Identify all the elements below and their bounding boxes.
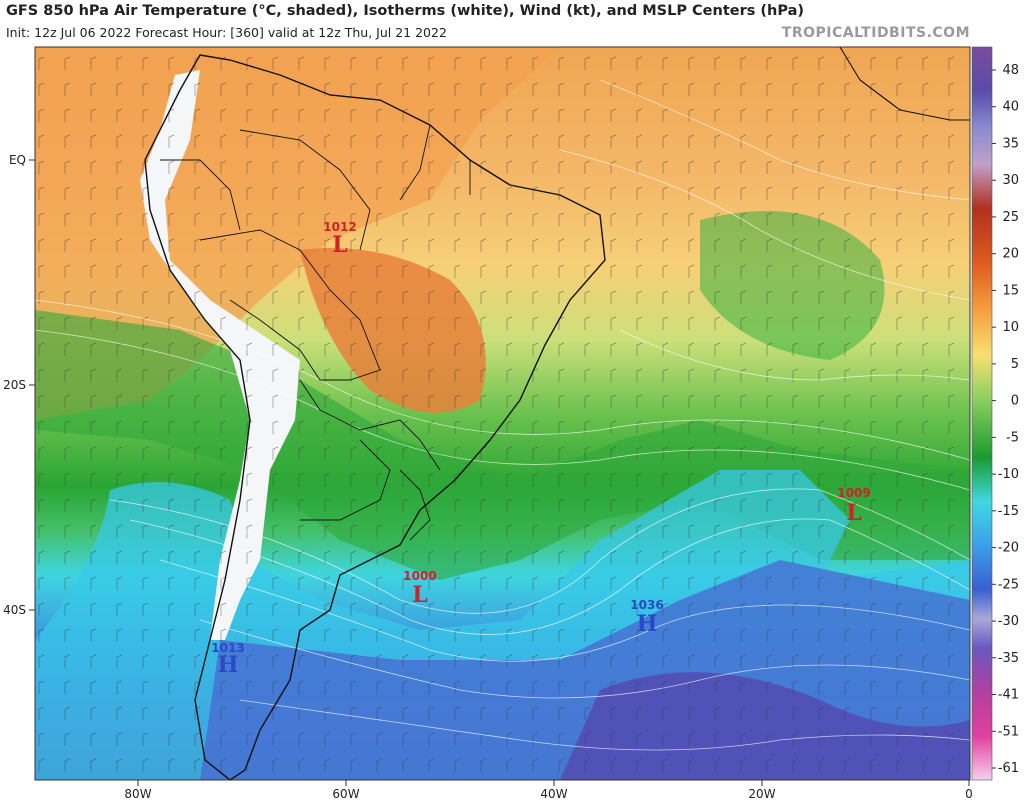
colorbar-label: -30 (998, 614, 1019, 629)
colorbar-label: -41 (998, 688, 1019, 703)
colorbar-label: -15 (998, 504, 1019, 519)
colorbar-label: 15 (1002, 283, 1019, 298)
lon-label-40w: 40W (540, 787, 567, 800)
country-borders (160, 124, 471, 541)
south-america-outline (144, 54, 606, 781)
low-marker: L (332, 232, 347, 258)
center-value: 1000 (403, 569, 436, 583)
colorbar-label: 0 (1011, 394, 1019, 409)
colorbar-label: 30 (1002, 173, 1019, 188)
colorbar-label: 25 (1002, 210, 1019, 225)
colorbar-label: 48 (1002, 63, 1019, 78)
pressure-center-low-1000: 1000 L (403, 569, 436, 608)
colorbar-label: 5 (1011, 357, 1019, 372)
map-frame (34, 46, 971, 781)
lon-label-20w: 20W (748, 787, 775, 800)
longitude-axis: 80W 60W 40W 20W 0 (124, 780, 973, 800)
colorbar-label: -5 (1006, 430, 1019, 445)
site-brand[interactable]: TROPICALTIDBITS.COM (781, 25, 970, 41)
colorbar-label: 10 (1002, 320, 1019, 335)
low-marker: L (846, 500, 861, 526)
colorbar-label: -35 (998, 651, 1019, 666)
center-value: 1012 (323, 220, 356, 234)
pressure-center-low-1012: 1012 L (323, 220, 356, 258)
lon-label-60w: 60W (332, 787, 359, 800)
colorbar: 48 40 35 30 25 20 15 10 5 0 -5 -10 -15 -20 -25 -30 -35 -4… (971, 46, 1019, 781)
low-marker: L (412, 582, 427, 608)
high-marker: H (637, 611, 658, 637)
colorbar-label: -51 (998, 724, 1019, 739)
colorbar-scale (971, 46, 993, 781)
pressure-center-high-1013: 1013 H (211, 641, 244, 678)
map-subtitle: Init: 12z Jul 06 2022 Forecast Hour: [36… (6, 25, 447, 40)
lat-label-eq: EQ (9, 153, 26, 167)
colorbar-label: -61 (998, 761, 1019, 776)
lon-label-80w: 80W (124, 787, 151, 800)
colorbar-label: -25 (998, 577, 1019, 592)
colorbar-label: 35 (1002, 136, 1019, 151)
high-marker: H (218, 652, 239, 678)
colorbar-label: 20 (1002, 247, 1019, 262)
latitude-axis: EQ 20S 40S (3, 153, 35, 617)
pressure-center-low-1009: 1009 L (837, 486, 870, 526)
map-title: GFS 850 hPa Air Temperature (°C, shaded)… (6, 3, 805, 19)
lon-label-0: 0 (965, 787, 973, 800)
colorbar-labels: 48 40 35 30 25 20 15 10 5 0 -5 -10 -15 -20 -25 -30 -35 -4… (992, 63, 1019, 776)
colorbar-label: 40 (1002, 100, 1019, 115)
africa-outline (839, 46, 970, 121)
colorbar-label: -10 (998, 467, 1019, 482)
wind-barbs (35, 47, 970, 780)
lat-label-40s: 40S (3, 603, 26, 617)
pressure-center-high-1036: 1036 H (630, 598, 663, 637)
center-value: 1013 (211, 641, 244, 655)
lat-label-20s: 20S (3, 378, 26, 392)
isotherm-lines (34, 79, 971, 751)
colorbar-label: -20 (998, 541, 1019, 556)
center-value: 1009 (837, 486, 870, 500)
center-value: 1036 (630, 598, 663, 612)
